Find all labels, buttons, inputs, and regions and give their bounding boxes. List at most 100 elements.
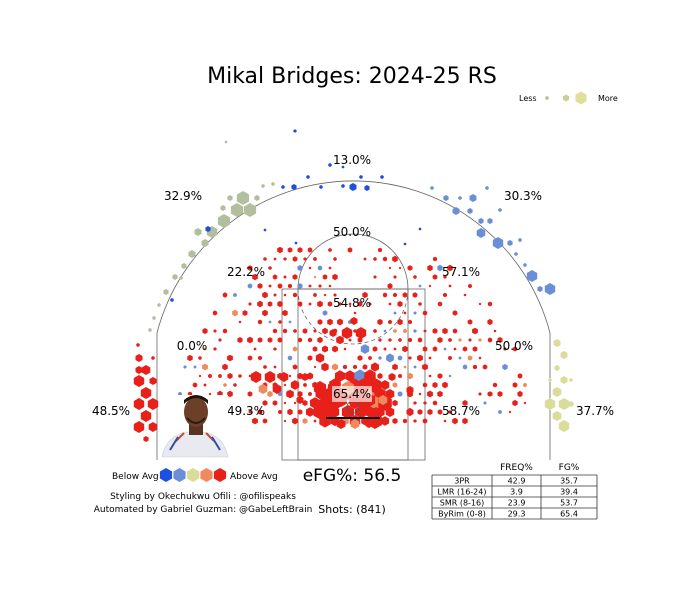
shot-hex — [218, 338, 222, 342]
shot-hex — [272, 274, 278, 280]
shot-hex — [341, 327, 353, 339]
shot-hex — [478, 356, 482, 360]
shot-hex — [296, 396, 304, 404]
shot-hex — [278, 409, 282, 415]
shot-hex — [257, 409, 263, 415]
shot-hex — [292, 292, 298, 298]
shot-hex — [397, 391, 403, 397]
shot-hex — [273, 365, 277, 369]
table-cell-freq: 3.9 — [510, 488, 523, 497]
shot-hex — [407, 265, 413, 271]
shot-hex — [294, 241, 298, 245]
shot-hex — [247, 355, 253, 361]
shot-hex — [149, 377, 157, 385]
shot-hex — [388, 266, 392, 270]
shot-hex — [371, 362, 379, 372]
table-cell-freq: 42.9 — [508, 477, 526, 486]
table-cell-fg: 65.4 — [560, 510, 578, 519]
shot-hex — [393, 329, 397, 333]
shot-hex — [430, 186, 434, 190]
shot-hex — [328, 406, 340, 418]
zone-label-right-wing-3: 30.3% — [504, 189, 542, 203]
size-legend-hex-0 — [545, 96, 549, 100]
shot-hex — [277, 337, 283, 343]
shot-hex — [478, 338, 482, 342]
shot-hex — [133, 375, 145, 387]
shot-hex — [287, 408, 293, 416]
shot-hex — [403, 365, 407, 369]
shot-hex — [336, 335, 344, 345]
shot-hex — [335, 370, 345, 382]
shot-hex — [447, 264, 453, 272]
shot-hex — [147, 398, 159, 410]
shot-hex — [380, 416, 390, 426]
shot-hex — [133, 421, 145, 433]
shot-hex — [478, 302, 482, 306]
shot-hex — [172, 274, 178, 280]
shot-hex — [292, 274, 298, 280]
zone-label-left-corner-3: 48.5% — [92, 404, 130, 418]
shot-hex — [372, 346, 378, 352]
shot-hex — [313, 329, 317, 333]
table-cell-fg: 39.4 — [560, 488, 578, 497]
shot-hex — [248, 374, 252, 378]
shot-hex — [432, 400, 438, 406]
shot-hex — [227, 195, 233, 201]
shot-hex — [262, 400, 268, 406]
shot-hex — [224, 140, 228, 144]
shot-hex — [152, 316, 156, 320]
shot-hex — [417, 337, 423, 343]
table-cell-zone: SMR (8-16) — [440, 499, 484, 508]
shot-hex — [428, 356, 432, 360]
shot-hex — [428, 374, 432, 378]
shot-hex — [333, 293, 337, 297]
shot-hex — [355, 327, 367, 339]
shot-hex — [277, 283, 283, 289]
table-cell-freq: 23.9 — [508, 499, 526, 508]
table-header-freq: FREQ% — [500, 463, 533, 473]
shot-hex — [267, 301, 273, 307]
shot-hex — [163, 289, 169, 295]
shot-hex — [288, 320, 292, 324]
shot-hex — [397, 301, 403, 307]
shot-hex — [322, 327, 328, 335]
shot-hex — [569, 378, 573, 382]
shot-hex — [237, 337, 243, 343]
shot-hex — [307, 355, 313, 361]
shot-hex — [242, 310, 248, 316]
shot-hex — [433, 256, 437, 262]
color-legend-hex-1 — [173, 468, 186, 482]
shot-hex — [222, 292, 228, 298]
shot-hex — [382, 256, 388, 262]
shot-hex — [208, 392, 212, 396]
shot-hex — [194, 228, 202, 236]
shot-hex — [293, 401, 297, 405]
shot-hex — [393, 347, 397, 351]
shot-hex — [322, 310, 328, 316]
shot-hex — [353, 364, 357, 370]
shot-hex — [293, 329, 297, 333]
shot-hex — [448, 410, 452, 414]
shot-hex — [437, 301, 443, 307]
shot-hex — [432, 382, 438, 388]
shot-hex — [544, 398, 556, 410]
shot-hex — [418, 227, 422, 231]
shot-hex — [467, 355, 473, 361]
shot-hex — [314, 365, 316, 369]
shot-hex — [277, 300, 283, 308]
shot-hex — [272, 328, 278, 334]
shot-markers — [133, 129, 574, 442]
rim-label-background — [332, 386, 372, 402]
shot-hex — [222, 328, 228, 334]
shot-hex — [317, 300, 323, 308]
shot-hex — [297, 247, 303, 253]
shot-hex — [248, 410, 252, 414]
shot-hex — [478, 218, 484, 224]
shot-hex — [313, 381, 327, 395]
shot-hex — [238, 320, 242, 324]
shot-hex — [317, 336, 323, 344]
three-point-line — [156, 180, 551, 460]
shot-hex — [443, 292, 447, 298]
color-legend-above: Above Avg — [230, 472, 278, 482]
shot-hex — [263, 257, 267, 261]
